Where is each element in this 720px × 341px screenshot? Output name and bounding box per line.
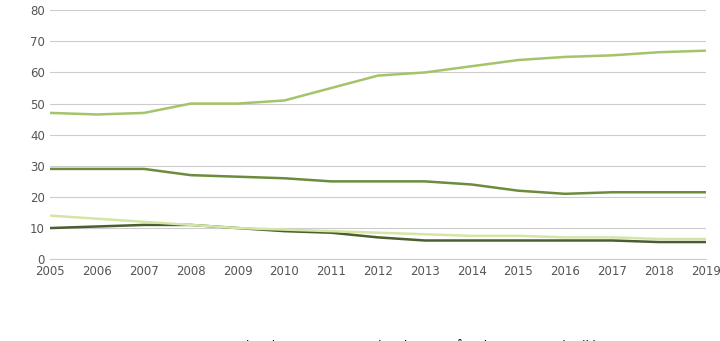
Supermarknad bbox=[701, 190, 710, 194]
Nærbutikk bbox=[233, 226, 242, 230]
Line: Lågpris: Lågpris bbox=[50, 51, 706, 115]
Lågpris bbox=[93, 113, 102, 117]
Nærbutikk bbox=[608, 235, 616, 239]
Lågpris bbox=[654, 50, 663, 54]
Lågpris bbox=[561, 55, 570, 59]
Supermarknad bbox=[233, 175, 242, 179]
Lågpris bbox=[280, 99, 289, 103]
Supermarknad bbox=[280, 176, 289, 180]
Nærbutikk bbox=[186, 223, 195, 227]
Lågpris bbox=[608, 53, 616, 57]
Hypermarknad bbox=[280, 229, 289, 233]
Hypermarknad bbox=[561, 238, 570, 242]
Hypermarknad bbox=[46, 226, 55, 230]
Supermarknad bbox=[186, 173, 195, 177]
Supermarknad bbox=[140, 167, 148, 171]
Supermarknad bbox=[608, 190, 616, 194]
Line: Hypermarknad: Hypermarknad bbox=[50, 225, 706, 242]
Lågpris bbox=[186, 102, 195, 106]
Lågpris bbox=[420, 70, 429, 74]
Nærbutikk bbox=[46, 213, 55, 218]
Hypermarknad bbox=[327, 231, 336, 235]
Line: Supermarknad: Supermarknad bbox=[50, 169, 706, 194]
Lågpris bbox=[46, 111, 55, 115]
Hypermarknad bbox=[186, 223, 195, 227]
Nærbutikk bbox=[420, 232, 429, 236]
Lågpris bbox=[327, 86, 336, 90]
Hypermarknad bbox=[467, 238, 476, 242]
Hypermarknad bbox=[374, 235, 382, 239]
Hypermarknad bbox=[514, 238, 523, 242]
Supermarknad bbox=[514, 189, 523, 193]
Lågpris bbox=[233, 102, 242, 106]
Hypermarknad bbox=[420, 238, 429, 242]
Legend: Hypermarknad, Supermarknad, Lågpris, Nærbutikk: Hypermarknad, Supermarknad, Lågpris, Nær… bbox=[151, 335, 605, 341]
Supermarknad bbox=[420, 179, 429, 183]
Supermarknad bbox=[327, 179, 336, 183]
Hypermarknad bbox=[233, 226, 242, 230]
Nærbutikk bbox=[467, 234, 476, 238]
Nærbutikk bbox=[140, 220, 148, 224]
Hypermarknad bbox=[654, 240, 663, 244]
Hypermarknad bbox=[701, 240, 710, 244]
Nærbutikk bbox=[93, 217, 102, 221]
Supermarknad bbox=[46, 167, 55, 171]
Nærbutikk bbox=[280, 227, 289, 232]
Hypermarknad bbox=[93, 224, 102, 228]
Hypermarknad bbox=[140, 223, 148, 227]
Supermarknad bbox=[93, 167, 102, 171]
Supermarknad bbox=[374, 179, 382, 183]
Hypermarknad bbox=[608, 238, 616, 242]
Lågpris bbox=[374, 74, 382, 78]
Supermarknad bbox=[467, 182, 476, 187]
Nærbutikk bbox=[327, 229, 336, 233]
Nærbutikk bbox=[701, 237, 710, 241]
Line: Nærbutikk: Nærbutikk bbox=[50, 216, 706, 239]
Nærbutikk bbox=[561, 235, 570, 239]
Lågpris bbox=[514, 58, 523, 62]
Lågpris bbox=[467, 64, 476, 68]
Supermarknad bbox=[561, 192, 570, 196]
Nærbutikk bbox=[514, 234, 523, 238]
Lågpris bbox=[701, 49, 710, 53]
Nærbutikk bbox=[654, 237, 663, 241]
Lågpris bbox=[140, 111, 148, 115]
Supermarknad bbox=[654, 190, 663, 194]
Nærbutikk bbox=[374, 231, 382, 235]
